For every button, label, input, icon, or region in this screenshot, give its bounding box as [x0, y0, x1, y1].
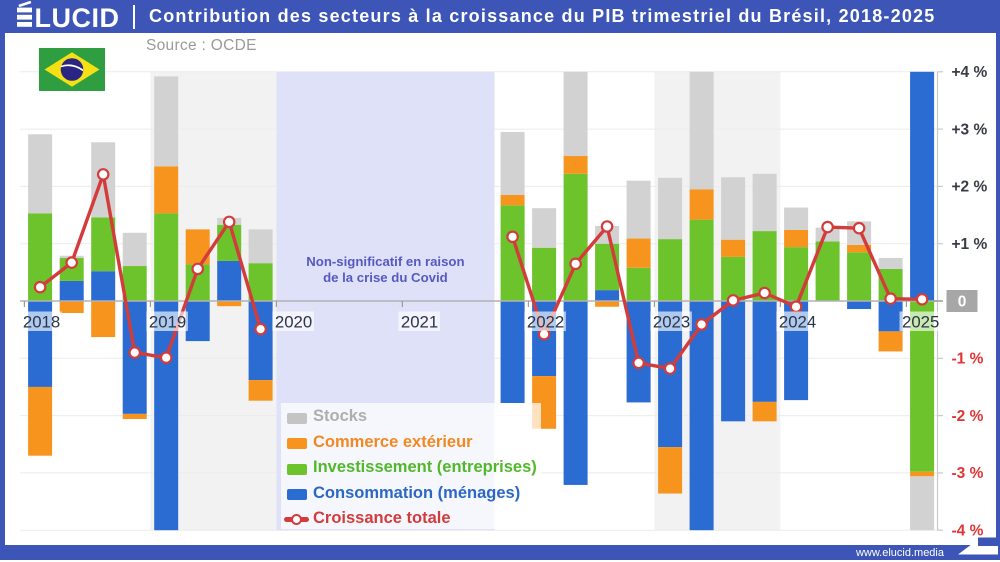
svg-text:-1 %: -1 %	[952, 351, 984, 368]
svg-text:-3 %: -3 %	[952, 465, 984, 482]
svg-text:LUCID: LUCID	[35, 3, 120, 33]
svg-text:+3 %: +3 %	[952, 121, 988, 138]
svg-text:2025: 2025	[902, 313, 939, 332]
svg-text:+2 %: +2 %	[952, 179, 988, 196]
svg-text:2022: 2022	[527, 313, 564, 332]
svg-text:de la crise du Covid: de la crise du Covid	[323, 270, 448, 285]
svg-text:-4 %: -4 %	[952, 523, 984, 540]
svg-text:2020: 2020	[275, 313, 312, 332]
svg-text:Non-significatif en raison: Non-significatif en raison	[306, 254, 464, 269]
svg-text:0: 0	[958, 294, 967, 311]
svg-text:2019: 2019	[149, 313, 186, 332]
svg-text:+1 %: +1 %	[952, 236, 988, 253]
svg-text:+4 %: +4 %	[952, 64, 988, 81]
svg-text:2021: 2021	[401, 313, 438, 332]
svg-text:2024: 2024	[779, 313, 816, 332]
svg-text:-2 %: -2 %	[952, 408, 984, 425]
svg-text:2023: 2023	[653, 313, 690, 332]
svg-text:2018: 2018	[23, 313, 60, 332]
